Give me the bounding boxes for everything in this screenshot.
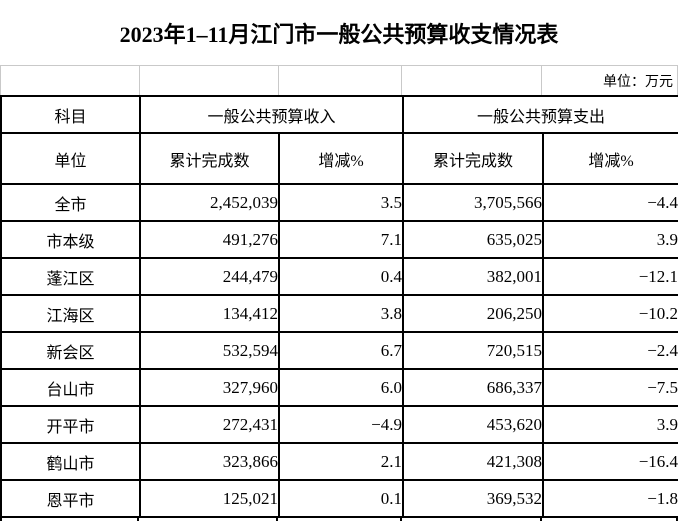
expenditure-cumulative-cell: 635,025 (402, 220, 545, 259)
header-revenue-group: 一般公共预算收入 (138, 95, 405, 134)
region-name-cell: 江海区 (0, 294, 141, 333)
expenditure-change-cell: 3.9 (542, 405, 678, 444)
expenditure-change-cell: −2.4 (542, 331, 678, 370)
grid-line-stub (137, 518, 139, 521)
unit-row-cell (1, 66, 140, 95)
budget-table: 科目 一般公共预算收入 一般公共预算支出 单位 累计完成数 增减% 累计完成数 … (0, 95, 678, 518)
header-subject: 科目 (0, 95, 141, 134)
expenditure-change-cell: −7.5 (542, 368, 678, 407)
unit-row-cell (402, 66, 543, 95)
table-row: 全市 2,452,039 3.5 3,705,566 −4.4 (0, 183, 678, 222)
header-row-unit: 单位 累计完成数 增减% 累计完成数 增减% (0, 132, 678, 185)
expenditure-cumulative-cell: 3,705,566 (402, 183, 545, 222)
unit-row-cell (140, 66, 279, 95)
unit-note-cell: 单位：万元 (542, 66, 678, 95)
revenue-change-cell: −4.9 (277, 405, 405, 444)
header-row-subject: 科目 一般公共预算收入 一般公共预算支出 (0, 95, 678, 134)
expenditure-cumulative-cell: 369,532 (402, 479, 545, 518)
revenue-change-cell: 3.8 (277, 294, 405, 333)
grid-line-stub (400, 518, 402, 521)
revenue-change-cell: 0.1 (277, 479, 405, 518)
unit-note: 单位：万元 (603, 74, 673, 90)
revenue-cumulative-cell: 244,479 (139, 257, 280, 296)
grid-line-stub (540, 518, 542, 521)
table-row: 台山市 327,960 6.0 686,337 −7.5 (0, 368, 678, 407)
expenditure-change-cell: −10.2 (542, 294, 678, 333)
grid-line-stub (0, 518, 2, 521)
expenditure-cumulative-cell: 421,308 (402, 442, 545, 481)
revenue-cumulative-cell: 327,960 (139, 368, 280, 407)
revenue-cumulative-cell: 323,866 (139, 442, 280, 481)
grid-line-stub (676, 518, 678, 521)
region-name-cell: 蓬江区 (0, 257, 141, 296)
revenue-cumulative-cell: 532,594 (139, 331, 280, 370)
expenditure-cumulative-cell: 720,515 (402, 331, 545, 370)
revenue-change-cell: 6.0 (277, 368, 405, 407)
table-row: 蓬江区 244,479 0.4 382,001 −12.1 (0, 257, 678, 296)
region-name-cell: 恩平市 (0, 479, 141, 518)
revenue-cumulative-cell: 134,412 (139, 294, 280, 333)
expenditure-cumulative-cell: 382,001 (402, 257, 545, 296)
unit-row-cell (279, 66, 403, 95)
table-row: 市本级 491,276 7.1 635,025 3.9 (0, 220, 678, 259)
region-name-cell: 开平市 (0, 405, 141, 444)
region-name-cell: 全市 (0, 183, 141, 222)
expenditure-change-cell: 3.9 (542, 220, 678, 259)
cropped-row-stub (0, 518, 678, 521)
table-row: 江海区 134,412 3.8 206,250 −10.2 (0, 294, 678, 333)
page-title: 2023年1–11月江门市一般公共预算收支情况表 (119, 21, 559, 47)
expenditure-change-cell: −16.4 (542, 442, 678, 481)
expenditure-cumulative-cell: 453,620 (402, 405, 545, 444)
table-row: 鹤山市 323,866 2.1 421,308 −16.4 (0, 442, 678, 481)
unit-note-row: 单位：万元 (0, 65, 678, 95)
header-unit: 单位 (0, 132, 141, 185)
revenue-cumulative-cell: 272,431 (139, 405, 280, 444)
revenue-change-cell: 2.1 (277, 442, 405, 481)
revenue-cumulative-cell: 125,021 (139, 479, 280, 518)
revenue-change-cell: 0.4 (277, 257, 405, 296)
expenditure-change-cell: −4.4 (542, 183, 678, 222)
revenue-change-cell: 3.5 (277, 183, 405, 222)
revenue-change-cell: 7.1 (277, 220, 405, 259)
revenue-cumulative-cell: 2,452,039 (139, 183, 280, 222)
header-expenditure-change: 增减% (542, 132, 678, 185)
expenditure-change-cell: −12.1 (542, 257, 678, 296)
region-name-cell: 台山市 (0, 368, 141, 407)
region-name-cell: 鹤山市 (0, 442, 141, 481)
title-bar: 2023年1–11月江门市一般公共预算收支情况表 (0, 0, 678, 65)
expenditure-cumulative-cell: 206,250 (402, 294, 545, 333)
header-revenue-cumulative: 累计完成数 (139, 132, 280, 185)
expenditure-change-cell: −1.8 (542, 479, 678, 518)
header-expenditure-group: 一般公共预算支出 (402, 95, 678, 134)
grid-line-stub (276, 518, 278, 521)
table-row: 恩平市 125,021 0.1 369,532 −1.8 (0, 479, 678, 518)
table-row: 开平市 272,431 −4.9 453,620 3.9 (0, 405, 678, 444)
expenditure-cumulative-cell: 686,337 (402, 368, 545, 407)
revenue-cumulative-cell: 491,276 (139, 220, 280, 259)
region-name-cell: 新会区 (0, 331, 141, 370)
revenue-change-cell: 6.7 (277, 331, 405, 370)
header-revenue-change: 增减% (277, 132, 405, 185)
header-expenditure-cumulative: 累计完成数 (402, 132, 545, 185)
table-row: 新会区 532,594 6.7 720,515 −2.4 (0, 331, 678, 370)
region-name-cell: 市本级 (0, 220, 141, 259)
